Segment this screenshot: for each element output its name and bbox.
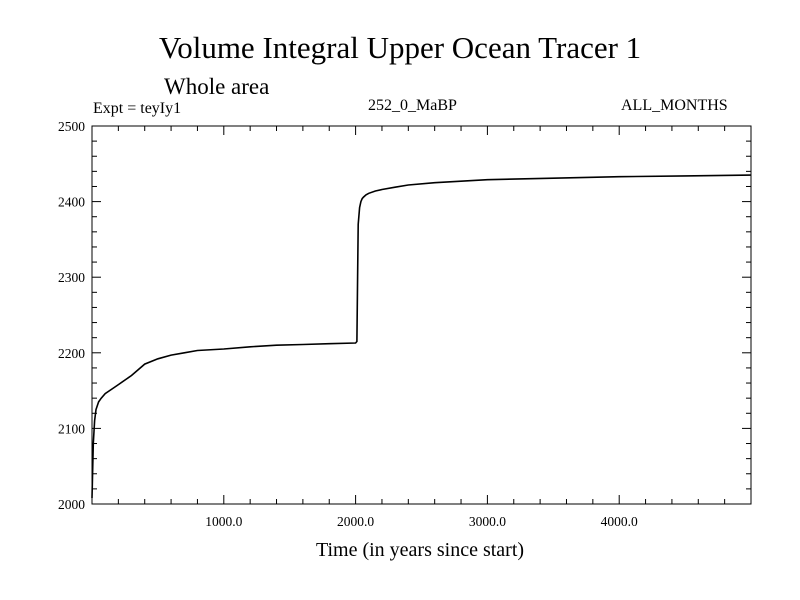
y-tick-label: 2300 xyxy=(58,270,85,285)
x-tick-label: 1000.0 xyxy=(205,514,242,529)
period-label: 252_0_MaBP xyxy=(368,97,457,114)
x-axis-label: Time (in years since start) xyxy=(315,539,525,561)
y-tick-label: 2200 xyxy=(58,346,85,361)
plot-frame xyxy=(91,125,752,505)
y-tick-label: 2000 xyxy=(58,497,85,512)
months-label: ALL_MONTHS xyxy=(621,97,728,114)
axis-ticks xyxy=(92,126,751,504)
axis-tick-labels: 1000.0 2000.0 3000.0 4000.0 2000 2100 2200 2300… xyxy=(58,119,638,529)
y-tick-label: 2100 xyxy=(58,421,85,436)
x-tick-label: 3000.0 xyxy=(469,514,506,529)
y-tick-label: 2400 xyxy=(58,195,85,210)
experiment-label: Expt = teyIy1 xyxy=(93,100,182,117)
series-line xyxy=(91,174,752,499)
y-tick-label: 2500 xyxy=(58,119,85,134)
x-tick-label: 4000.0 xyxy=(601,514,638,529)
chart-subtitle: Whole area xyxy=(164,74,270,99)
chart-title: Volume Integral Upper Ocean Tracer 1 xyxy=(158,30,642,65)
x-tick-label: 2000.0 xyxy=(337,514,374,529)
